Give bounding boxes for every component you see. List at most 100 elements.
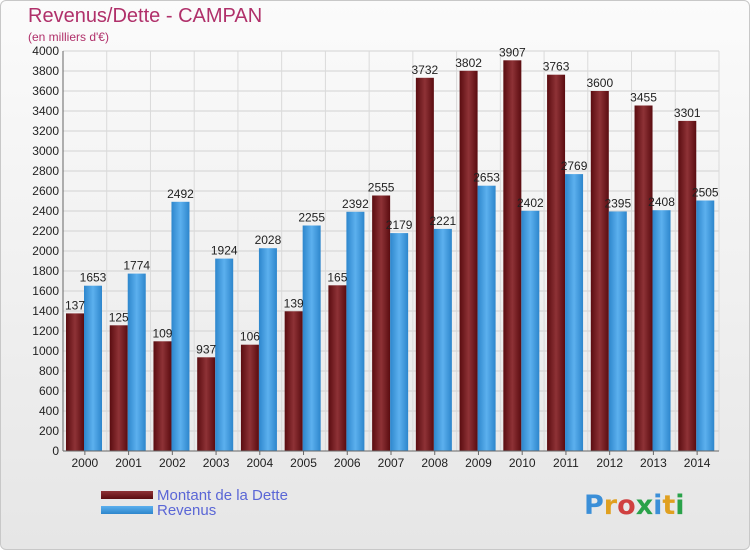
chart-subtitle: (en milliers d'€): [28, 30, 109, 44]
y-tick-label: 1800: [32, 264, 59, 278]
bar-revenus: [346, 211, 365, 451]
data-label: 2492: [167, 187, 194, 201]
labels-layer: 137 125 109 937 106 139 165 2555 3732 3802 3907 376…: [65, 45, 719, 356]
bar-dette: [197, 357, 216, 451]
bar-dette: [372, 195, 391, 451]
bar-dette: [66, 313, 84, 451]
bar-dette: [634, 105, 653, 451]
bar-revenus: [652, 210, 671, 451]
bar-dette: [153, 341, 172, 451]
legend-swatch-debt: [101, 491, 153, 499]
data-label: 109: [152, 326, 172, 340]
y-tick-label: 2400: [32, 204, 59, 218]
y-tick-label: 2600: [32, 184, 59, 198]
bar-dette: [503, 60, 522, 452]
bar-revenus: [521, 210, 540, 451]
x-tick-label: 2012: [596, 456, 623, 470]
y-tick-label: 1400: [32, 304, 59, 318]
proxiti-logo[interactable]: Proxiti: [584, 490, 685, 521]
x-tick-label: 2011: [553, 456, 579, 470]
chart-title: Revenus/Dette - CAMPAN: [28, 5, 263, 27]
y-tick-label: 800: [39, 364, 59, 378]
x-tick-label: 2007: [378, 456, 405, 470]
y-tick-label: 4000: [32, 44, 59, 58]
data-label: 2408: [648, 195, 675, 209]
bar-revenus: [477, 185, 496, 451]
x-tick-label: 2009: [465, 456, 492, 470]
axis-layer: 0 200 400 600 800 1000 1200 1400 1600 1800 2000 220…: [32, 44, 719, 470]
bar-dette: [459, 70, 478, 452]
bar-dette: [547, 74, 566, 451]
y-tick-label: 3800: [32, 64, 59, 78]
data-label: 3907: [499, 45, 526, 59]
y-tick-label: 2800: [32, 164, 59, 178]
y-tick-label: 0: [52, 444, 59, 458]
bar-dette: [415, 77, 434, 452]
data-label: 2769: [561, 159, 588, 173]
data-label: 139: [284, 296, 304, 310]
bar-dette: [284, 311, 303, 451]
bar-dette: [240, 344, 259, 451]
y-tick-label: 1600: [32, 284, 59, 298]
data-label: 3732: [412, 63, 439, 77]
bar-revenus: [696, 200, 715, 451]
bar-revenus: [215, 258, 234, 451]
y-tick-label: 2200: [32, 224, 59, 238]
data-label: 3802: [455, 56, 482, 70]
data-label: 106: [240, 330, 260, 344]
x-tick-label: 2014: [684, 456, 711, 470]
legend-label-debt: Montant de la Dette: [157, 486, 288, 504]
data-label: 2392: [342, 197, 369, 211]
y-tick-label: 2000: [32, 244, 59, 258]
y-tick-label: 1000: [32, 344, 59, 358]
x-tick-label: 2000: [72, 456, 99, 470]
data-label: 2395: [604, 197, 631, 211]
legend-item-revenus: Revenus: [101, 501, 217, 519]
bar-revenus: [171, 201, 190, 451]
data-label: 1924: [211, 244, 238, 258]
x-tick-label: 2004: [246, 456, 273, 470]
data-label: 165: [327, 270, 347, 284]
logo-letter: o: [617, 490, 636, 521]
logo-letter: i: [653, 490, 663, 521]
bar-dette: [678, 120, 697, 452]
data-label: 3455: [630, 91, 657, 105]
data-label: 2179: [386, 218, 413, 232]
data-label: 2402: [517, 196, 544, 210]
data-label: 2505: [692, 186, 719, 200]
data-label: 3301: [674, 106, 701, 120]
bar-dette: [590, 91, 609, 451]
x-tick-label: 2008: [421, 456, 448, 470]
bar-dette: [109, 325, 128, 451]
y-tick-label: 3000: [32, 144, 59, 158]
bars-layer: [66, 60, 715, 452]
y-tick-label: 600: [39, 384, 59, 398]
logo-letter: t: [662, 490, 676, 521]
y-tick-label: 400: [39, 404, 59, 418]
data-label: 1653: [80, 271, 107, 285]
data-label: 137: [65, 298, 85, 312]
bar-revenus: [565, 174, 584, 451]
data-label: 1774: [123, 259, 150, 273]
x-tick-label: 2001: [115, 456, 142, 470]
bar-revenus: [433, 228, 452, 451]
y-tick-label: 3400: [32, 104, 59, 118]
bar-dette: [328, 285, 347, 451]
bar-revenus: [390, 233, 409, 451]
bar-revenus: [302, 225, 321, 451]
data-label: 125: [109, 310, 129, 324]
x-tick-label: 2013: [640, 456, 667, 470]
x-tick-label: 2003: [203, 456, 230, 470]
data-label: 2653: [473, 171, 500, 185]
data-label: 937: [196, 342, 216, 356]
legend-label-revenus: Revenus: [157, 501, 217, 519]
logo-letter: r: [603, 490, 618, 521]
legend-swatch-revenus: [101, 506, 153, 514]
data-label: 2028: [255, 233, 282, 247]
data-label: 3763: [543, 60, 570, 74]
legend-item-debt: Montant de la Dette: [101, 486, 288, 504]
data-label: 2221: [430, 214, 457, 228]
x-tick-label: 2002: [159, 456, 186, 470]
